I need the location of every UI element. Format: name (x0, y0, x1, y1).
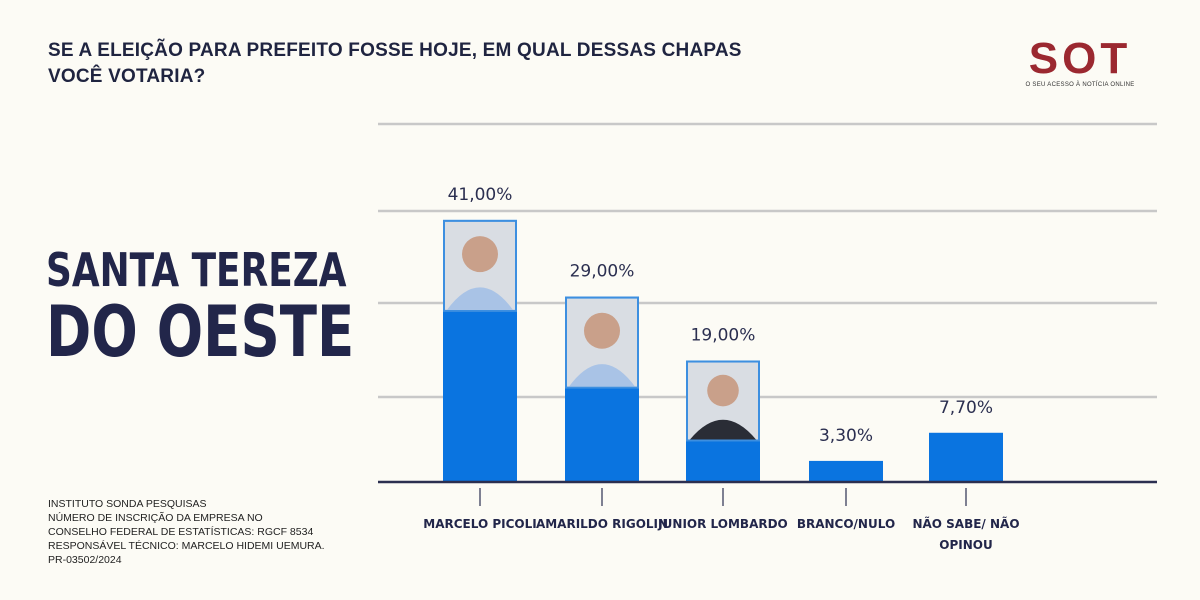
category-label: BRANCO/NULO (797, 517, 895, 531)
value-label: 29,00% (570, 262, 635, 282)
bar (809, 460, 883, 482)
category-label: NÃO SABE/ NÃO (912, 516, 1019, 531)
category-label: AMARILDO RIGOLIN (536, 517, 668, 531)
source-note: INSTITUTO SONDA PESQUISAS NÚMERO DE INSC… (48, 497, 325, 567)
category-label: MARCELO PICOLI (423, 517, 536, 531)
source-line: RESPONSÁVEL TÉCNICO: MARCELO HIDEMI UEMU… (48, 540, 325, 552)
source-line: PR-03502/2024 (48, 554, 122, 566)
value-label: 41,00% (448, 185, 513, 205)
city-name: SANTA TEREZA DO OESTE (46, 245, 354, 369)
category-label: OPINOU (939, 538, 992, 552)
photo-shoulders (569, 364, 635, 387)
city-line-2: DO OESTE (46, 291, 355, 373)
photo-head (707, 374, 739, 407)
value-label: 7,70% (939, 398, 993, 418)
logo-brand: SOT (1028, 34, 1132, 83)
source-line: CONSELHO FEDERAL DE ESTATÍSTICAS: RGCF 8… (48, 526, 314, 538)
source-line: NÚMERO DE INSCRIÇÃO DA EMPRESA NO (48, 512, 263, 524)
photo-head (584, 312, 620, 349)
photo-shoulders (447, 287, 513, 310)
sot-logo: SOT O SEU ACESSO À NOTÍCIA ONLINE (1018, 36, 1142, 96)
value-label: 3,30% (819, 426, 873, 446)
category-label: JUNIOR LOMBARDO (657, 517, 788, 531)
source-line: INSTITUTO SONDA PESQUISAS (48, 498, 207, 510)
value-label: 19,00% (691, 326, 756, 346)
chart-title: SE A ELEIÇÃO PARA PREFEITO FOSSE HOJE, E… (48, 40, 742, 87)
logo-tagline: O SEU ACESSO À NOTÍCIA ONLINE (1025, 82, 1135, 88)
photo-head (462, 236, 498, 273)
city-line-1: SANTA TEREZA (46, 243, 347, 297)
photo-shoulders (690, 419, 756, 440)
bar (929, 432, 1003, 482)
